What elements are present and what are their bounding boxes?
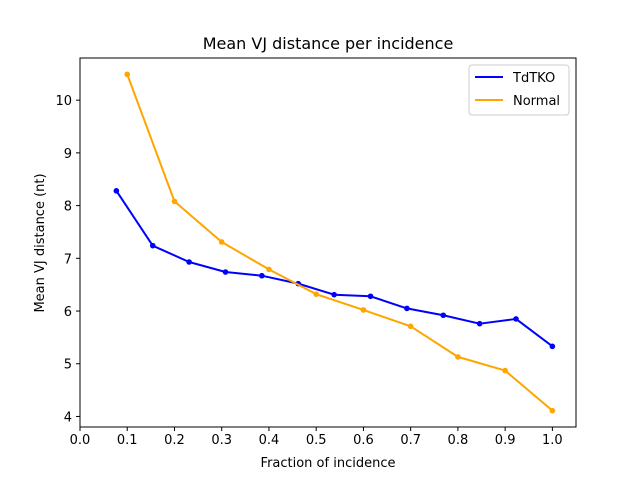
x-tick-label: 0.1	[117, 433, 138, 448]
axes-frame	[79, 57, 577, 428]
legend-label-normal: Normal	[513, 94, 560, 109]
x-tick-label: 0.4	[259, 433, 280, 448]
data-point-normal	[549, 407, 556, 414]
x-tick-label: 0.6	[353, 433, 374, 448]
data-point-tdtko	[113, 188, 120, 194]
plot-area: 0.0 0.1 0.2 0.3 0.4 0.5 0.6 0.7 0.8 0.9 1.0 4 5 6 7 8 9 1…	[55, 57, 577, 448]
data-point-tdtko	[222, 269, 229, 275]
data-point-normal	[313, 291, 319, 297]
legend-label-tdtko: TdTKO	[512, 71, 555, 86]
data-point-tdtko	[149, 242, 156, 249]
x-tick-label: 0.5	[306, 433, 327, 448]
x-axis-label: Fraction of incidence	[261, 456, 396, 471]
x-tick-label: 0.8	[448, 433, 469, 448]
x-tick-label: 0.0	[70, 433, 91, 448]
x-tick-label: 1.0	[542, 433, 563, 448]
data-point-normal	[266, 266, 272, 273]
x-tick-label: 0.2	[164, 433, 185, 448]
data-point-tdtko	[331, 291, 337, 298]
y-tick-label: 4	[64, 410, 72, 425]
y-tick-label: 8	[64, 200, 72, 215]
data-point-tdtko	[549, 343, 556, 350]
y-tick-label: 10	[55, 94, 72, 109]
y-tick-label: 6	[64, 305, 72, 320]
x-tick-label: 0.7	[400, 433, 421, 448]
y-tick-label: 5	[64, 358, 72, 373]
data-point-tdtko	[513, 316, 519, 322]
data-point-normal	[218, 239, 225, 245]
y-axis-label: Mean VJ distance (nt)	[33, 173, 48, 312]
data-point-normal	[360, 307, 367, 313]
data-point-tdtko	[440, 312, 447, 319]
y-tick-label: 7	[64, 252, 72, 267]
data-point-tdtko	[476, 320, 483, 327]
data-point-tdtko	[186, 259, 192, 265]
x-tick-label: 0.3	[211, 433, 232, 448]
data-point-normal	[124, 71, 131, 78]
data-point-tdtko	[259, 272, 265, 279]
chart-title: Mean VJ distance per incidence	[203, 34, 454, 53]
data-point-normal	[171, 198, 178, 205]
x-tick-label: 0.9	[495, 433, 516, 448]
data-point-normal	[407, 323, 414, 330]
data-point-tdtko	[404, 305, 410, 312]
y-tick-label: 9	[64, 147, 72, 162]
series-line-normal	[126, 73, 554, 412]
legend: TdTKO Normal	[468, 64, 570, 116]
data-point-normal	[502, 367, 508, 374]
data-point-tdtko	[367, 293, 374, 300]
data-point-normal	[455, 354, 461, 360]
